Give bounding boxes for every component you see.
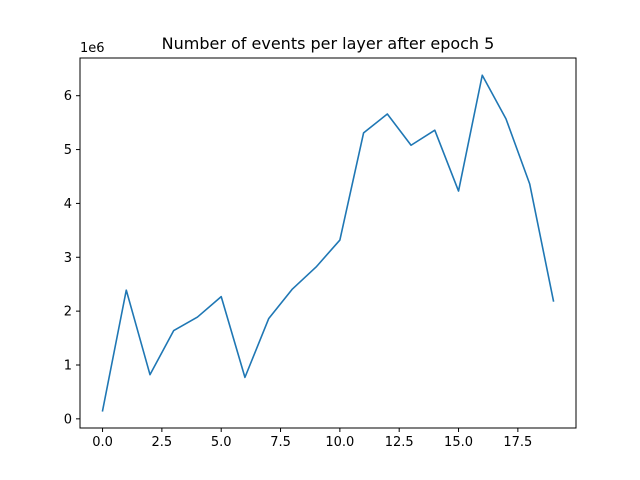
y-tick-label: 0 bbox=[64, 412, 72, 427]
x-tick-label: 2.5 bbox=[152, 435, 173, 450]
series-line-0 bbox=[101, 74, 555, 412]
x-tick-label: 0.0 bbox=[92, 435, 113, 450]
y-axis: 0 1 2 3 4 5 6 bbox=[64, 89, 80, 427]
x-tick-label: 10.0 bbox=[325, 435, 354, 450]
y-tick-label: 1 bbox=[64, 358, 72, 373]
x-tick-label: 5.0 bbox=[211, 435, 232, 450]
y-tick-label: 3 bbox=[64, 251, 72, 266]
chart-title: Number of events per layer after epoch 5 bbox=[162, 34, 495, 53]
y-tick-label: 6 bbox=[64, 89, 72, 104]
x-tick-label: 17.5 bbox=[503, 435, 532, 450]
y-tick-label: 4 bbox=[64, 197, 72, 212]
x-axis: 0.0 2.5 5.0 7.5 10.0 12.5 15.0 17.5 bbox=[92, 428, 532, 450]
y-tick-label: 2 bbox=[64, 305, 72, 320]
x-tick-label: 12.5 bbox=[385, 435, 414, 450]
series-layer bbox=[101, 74, 555, 412]
x-tick-label: 15.0 bbox=[444, 435, 473, 450]
y-offset-label: 1e6 bbox=[80, 41, 105, 56]
y-tick-label: 5 bbox=[64, 143, 72, 158]
plot-area bbox=[79, 57, 577, 429]
x-tick-label: 7.5 bbox=[270, 435, 291, 450]
